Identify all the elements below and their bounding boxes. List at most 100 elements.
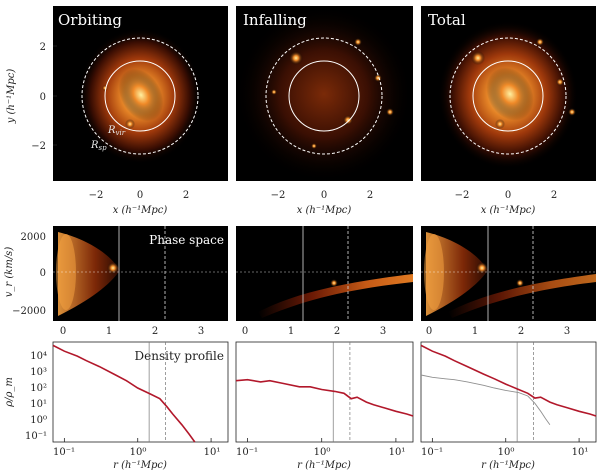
x-axis-label: x (h⁻¹Mpc) xyxy=(297,205,352,216)
row3-density: Density profile 10⁴ 10³ 10² 10¹ 10⁰ 10⁻¹… xyxy=(4,341,597,471)
row2-y-axis: 2000 0 −2000 v_r (km/s) xyxy=(4,232,46,317)
panel-title: Total xyxy=(428,11,466,29)
x-tick-label: 10⁰ xyxy=(130,447,147,458)
y-axis-label: v_r (km/s) xyxy=(4,247,15,298)
x-tick-label: 3 xyxy=(198,326,204,337)
density-profile-label: Density profile xyxy=(135,349,224,363)
x-tick-label: 10⁰ xyxy=(314,447,331,458)
y-tick-label: 0 xyxy=(40,92,46,103)
phase-blob xyxy=(330,279,338,287)
x-tick-label: −2 xyxy=(89,190,104,201)
density-line xyxy=(420,344,597,417)
rsp-circle xyxy=(449,37,567,155)
x-axis-label: r (h⁻¹Mpc) xyxy=(481,460,535,471)
subhalo-blob xyxy=(568,108,576,116)
x-tick-label: 0 xyxy=(321,190,327,201)
y-axis-label: y (h⁻¹Mpc) xyxy=(6,69,17,125)
density-panel-total xyxy=(420,341,597,443)
halo-core xyxy=(486,67,534,121)
x-tick-label: 10⁻¹ xyxy=(236,447,258,458)
x-tick-label: −2 xyxy=(271,190,286,201)
phase-blob xyxy=(107,262,119,274)
density-frame xyxy=(235,341,414,443)
x-tick-label: 3 xyxy=(564,326,570,337)
y-tick-label: 10³ xyxy=(30,367,47,378)
map-panel-total: Total xyxy=(421,6,596,181)
y-axis-label: ρ/ρ_m xyxy=(4,377,15,408)
x-axis-label: r (h⁻¹Mpc) xyxy=(297,460,351,471)
x-tick-label: 2 xyxy=(367,190,373,201)
row1-x-axes: −2 0 2 −2 0 2 −2 0 2 x (h⁻¹Mpc) x (h⁻¹Mp… xyxy=(89,190,558,216)
subhalo-blob xyxy=(289,51,303,65)
subhalo-blob xyxy=(271,89,277,95)
phase-blob xyxy=(516,279,524,287)
x-tick-label: 10¹ xyxy=(572,447,589,458)
halo-core xyxy=(118,68,164,122)
x-tick-label: 0 xyxy=(505,190,511,201)
subhalo-blob xyxy=(386,108,394,116)
density-line-infalling xyxy=(420,374,551,426)
y-tick-label: 10¹ xyxy=(30,399,47,410)
y-tick-label: 2000 xyxy=(21,232,46,243)
phase-blob xyxy=(476,262,488,274)
y-tick-label: 10² xyxy=(30,383,47,394)
x-tick-label: 2 xyxy=(183,190,189,201)
panel-title: Orbiting xyxy=(58,11,122,29)
row3-x-axes: 10⁻¹ 10⁰ 10¹ 10⁻¹ 10⁰ 10¹ 10⁻¹ 10⁰ 10¹ r… xyxy=(53,447,588,471)
panel-title: Infalling xyxy=(243,11,307,29)
x-tick-label: 10⁻¹ xyxy=(53,447,75,458)
phase-panel-orbiting: Phase space xyxy=(53,226,228,321)
infall-stream xyxy=(258,274,413,318)
subhalo-blob xyxy=(125,119,135,129)
subhalo-blob xyxy=(471,51,485,65)
map-panel-orbiting: Orbiting Rvir Rsp xyxy=(53,6,228,181)
y-tick-label: 2 xyxy=(40,42,46,53)
y-tick-label: 10⁻¹ xyxy=(25,431,47,442)
subhalo-blob xyxy=(536,38,544,46)
halo-glow xyxy=(236,6,412,182)
subhalo-blob xyxy=(343,115,353,125)
x-tick-label: 0 xyxy=(242,326,248,337)
x-tick-label: 10⁰ xyxy=(498,447,515,458)
y-tick-label: 10⁴ xyxy=(30,351,47,362)
x-tick-label: 0 xyxy=(60,326,66,337)
infall-stream xyxy=(448,274,596,318)
y-tick-label: −2 xyxy=(31,141,46,152)
x-tick-label: 10⁻¹ xyxy=(421,447,443,458)
x-tick-label: 2 xyxy=(551,190,557,201)
y-tick-label: 0 xyxy=(40,268,46,279)
x-tick-label: 10¹ xyxy=(204,447,221,458)
rsp-circle xyxy=(265,37,383,155)
x-tick-label: 2 xyxy=(334,326,340,337)
y-tick-label: −2000 xyxy=(12,306,46,317)
x-axis-label: x (h⁻¹Mpc) xyxy=(481,205,536,216)
x-axis-label: r (h⁻¹Mpc) xyxy=(113,460,167,471)
subhalo-blob xyxy=(311,143,317,149)
row3-y-axis: 10⁴ 10³ 10² 10¹ 10⁰ 10⁻¹ ρ/ρ_m xyxy=(4,351,47,442)
x-tick-label: 1 xyxy=(106,326,112,337)
rvir-circle xyxy=(472,60,544,132)
subhalo-blob xyxy=(556,78,564,86)
row1-maps: Orbiting Rvir Rsp Infalling xyxy=(6,6,596,216)
x-tick-label: 2 xyxy=(152,326,158,337)
row2-phase-space: Phase space 2000 0 −2000 v_r (km/s) xyxy=(4,226,596,337)
x-tick-label: 2 xyxy=(518,326,524,337)
map-panel-infalling: Infalling xyxy=(236,6,413,182)
x-axis-label: x (h⁻¹Mpc) xyxy=(113,205,168,216)
row1-y-axis: 2 0 −2 y (h⁻¹Mpc) xyxy=(6,42,57,152)
rvir-circle xyxy=(288,60,360,132)
row2-x-axes: 0 1 2 3 0 1 2 3 0 1 2 3 xyxy=(60,326,570,337)
x-tick-label: 0 xyxy=(426,326,432,337)
phase-space-label: Phase space xyxy=(149,233,224,247)
density-panel-infalling xyxy=(235,341,414,443)
x-tick-label: 3 xyxy=(380,326,386,337)
density-line xyxy=(235,378,414,417)
rsp-circle xyxy=(81,37,199,155)
phase-background xyxy=(236,226,413,321)
x-tick-label: 0 xyxy=(137,190,143,201)
rvir-circle xyxy=(104,60,176,132)
y-tick-label: 10⁰ xyxy=(30,415,47,426)
x-tick-label: −2 xyxy=(455,190,470,201)
phase-panel-infalling xyxy=(236,226,413,321)
